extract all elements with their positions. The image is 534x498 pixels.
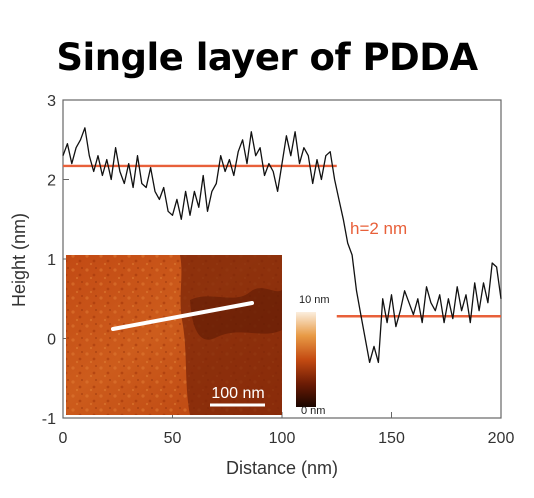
colorbar-min-label: 0 nm (301, 405, 325, 417)
afm-dark-region (180, 255, 282, 415)
x-tick-label: 0 (59, 430, 68, 447)
scale-bar-label: 100 nm (211, 385, 264, 402)
x-axis-label: Distance (nm) (226, 458, 338, 478)
colorbar (296, 312, 316, 407)
afm-inset-image: 100 nm (66, 255, 282, 415)
y-axis-label: Height (nm) (9, 213, 29, 307)
series-line (62, 127, 502, 364)
colorbar-max-label: 10 nm (299, 294, 330, 306)
x-tick-label: 200 (488, 430, 515, 447)
height-annotation: h=2 nm (350, 219, 407, 238)
x-tick-label: 50 (164, 430, 182, 447)
x-tick-label: 100 (269, 430, 296, 447)
y-tick-label: -1 (42, 411, 56, 428)
y-tick-label: 1 (47, 252, 56, 269)
y-tick-label: 0 (47, 332, 56, 349)
y-tick-label: 2 (47, 173, 56, 190)
x-tick-label: 150 (378, 430, 405, 447)
y-tick-label: 3 (47, 93, 56, 110)
chart-title: Single layer of PDDA (56, 36, 478, 79)
line-profile-marker (111, 301, 254, 331)
